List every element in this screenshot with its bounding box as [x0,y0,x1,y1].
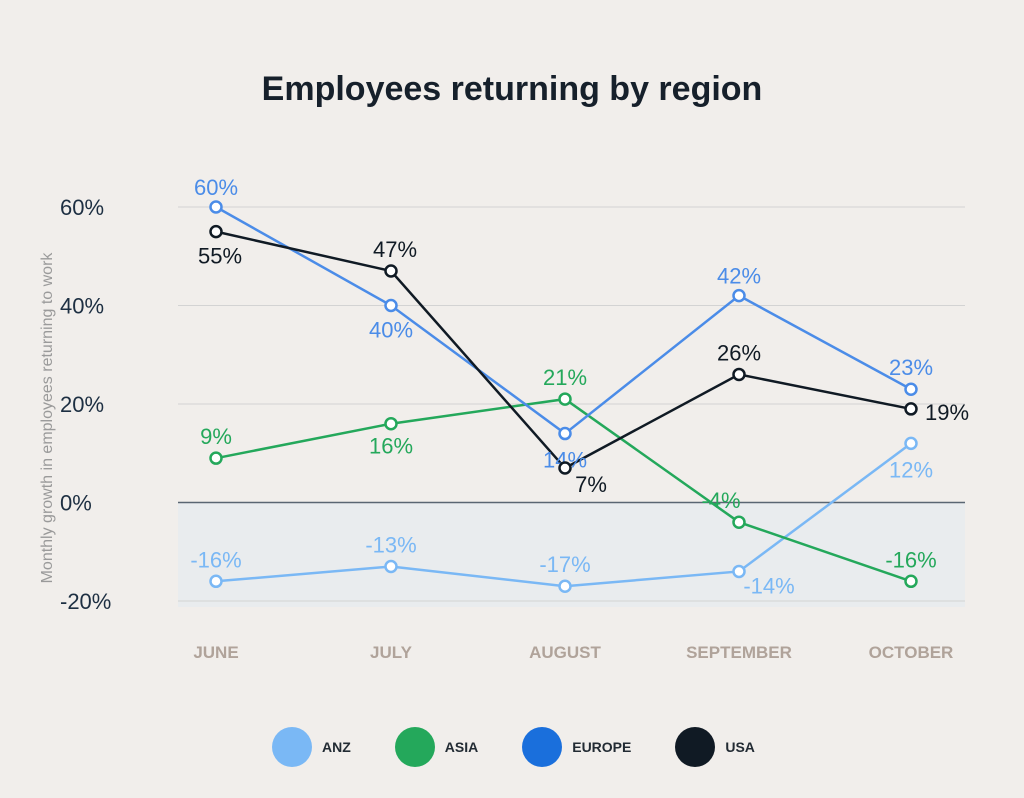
x-tick-label: JUNE [193,643,238,662]
legend-swatch-asia [394,727,435,767]
data-point-europe [558,426,572,441]
data-point-europe [384,298,398,313]
legend-item-usa: USA [675,727,755,767]
data-label-anz: -13% [365,533,416,558]
y-tick-label: 60% [60,195,104,220]
data-label-anz: -17% [539,552,590,577]
data-label-anz: -16% [190,547,241,572]
y-tick-label: -20% [60,589,111,614]
data-label-anz: -14% [743,573,794,598]
data-label-asia: 9% [200,424,232,449]
x-tick-label: AUGUST [529,643,601,662]
data-point-asia [558,392,572,406]
data-point-europe [732,288,746,303]
legend-label-europe: EUROPE [572,739,632,755]
legend: ANZ ASIA EUROPE USA [272,727,799,767]
data-point-europe [209,200,223,214]
data-point-anz [209,574,223,589]
x-tick-label: OCTOBER [869,643,954,662]
data-label-usa: 19% [925,400,969,425]
data-point-asia [209,451,223,465]
legend-swatch-anz [272,727,312,767]
legend-label-usa: USA [725,739,755,755]
data-point-anz [904,436,918,451]
x-tick-label: JULY [370,643,413,662]
data-point-usa [732,367,746,382]
data-point-anz [384,559,398,574]
data-point-anz [558,579,572,593]
data-label-asia: -4% [701,488,740,513]
line-chart: 60% 40% 20% 0% -20%Monthly growth in employe… [39,175,969,662]
data-label-usa: 47% [373,237,417,262]
y-tick-label: 20% [60,392,104,417]
x-tick-label: SEPTEMBER [686,643,792,662]
data-point-asia [384,416,398,431]
data-label-europe: 42% [717,264,761,289]
data-label-asia: 16% [369,434,413,459]
data-label-asia: -16% [885,547,936,572]
data-label-usa: 7% [575,472,607,497]
data-point-usa [209,224,223,239]
data-label-usa: 55% [198,244,242,269]
data-label-europe: 60% [194,175,238,200]
chart-title: Employees returning by region [261,70,763,108]
y-axis-label: Monthly growth in employees returning to… [39,252,56,584]
legend-swatch-europe [522,727,563,767]
data-point-usa [904,402,918,416]
legend-item-europe: EUROPE [522,727,631,767]
y-tick-label: 0% [60,491,92,516]
legend-label-asia: ASIA [444,739,479,755]
data-label-europe: 23% [889,355,933,380]
data-point-anz [732,564,746,579]
data-point-usa [384,264,398,278]
data-point-europe [904,382,918,396]
legend-label-anz: ANZ [322,739,351,755]
data-point-asia [732,515,746,529]
data-label-anz: 12% [889,457,933,482]
legend-swatch-usa [675,727,716,767]
data-label-usa: 26% [717,340,761,365]
data-point-asia [904,574,918,589]
data-label-asia: 21% [543,365,587,390]
legend-item-anz: ANZ [272,727,351,767]
legend-item-asia: ASIA [394,727,479,767]
y-tick-label: 40% [60,294,104,319]
data-point-usa [558,461,572,475]
data-label-europe: 40% [369,318,413,343]
